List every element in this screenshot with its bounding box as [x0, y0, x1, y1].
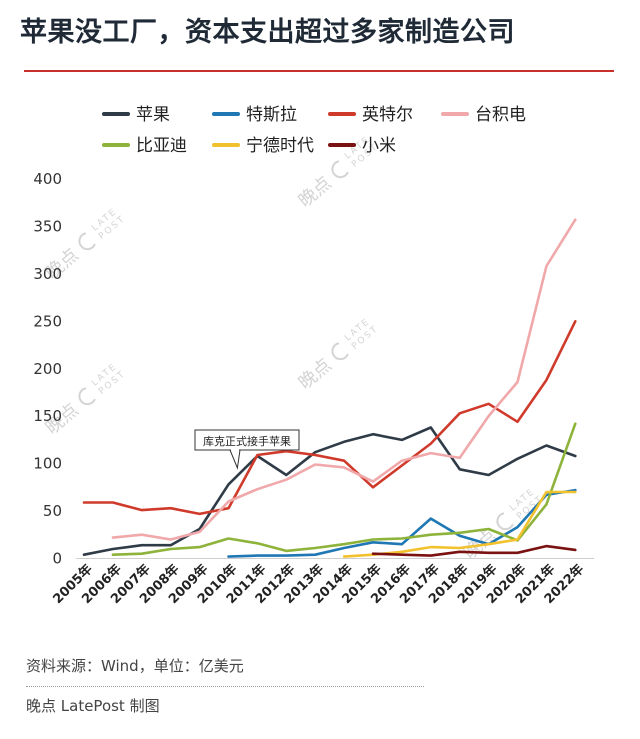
watermark-ring — [331, 160, 349, 179]
y-tick-label: 400 — [33, 170, 62, 188]
y-tick-label: 250 — [33, 312, 62, 330]
annotation-label: 库克正式接手苹果 — [203, 434, 291, 448]
y-tick-label: 150 — [33, 407, 62, 425]
legend-label: 宁德时代 — [246, 136, 314, 156]
watermark-ring — [78, 232, 96, 251]
series-line-比亚迪 — [111, 422, 577, 556]
y-tick-label: 0 — [52, 550, 62, 568]
y-tick-label: 100 — [33, 455, 62, 473]
legend-label: 比亚迪 — [136, 136, 187, 156]
line-chart: 晚点LATEPOST晚点LATEPOST晚点LATEPOST晚点LATEPOST… — [33, 105, 594, 607]
annotation-pointer — [229, 449, 241, 470]
series-line-小米 — [371, 544, 577, 557]
legend-label: 小米 — [362, 136, 396, 156]
series-line-特斯拉 — [227, 488, 577, 558]
y-tick-label: 350 — [33, 217, 62, 235]
legend-label: 特斯拉 — [246, 105, 297, 125]
watermark-brand: 晚点 — [295, 173, 336, 212]
watermark-ring — [331, 342, 349, 361]
legend-label: 苹果 — [136, 105, 170, 125]
series-line-台积电 — [111, 218, 577, 541]
source-note: 资料来源：Wind，单位：亿美元 — [26, 657, 244, 675]
y-tick-label: 300 — [33, 265, 62, 283]
legend-label: 台积电 — [475, 105, 526, 125]
watermark-brand: 晚点 — [295, 355, 336, 394]
y-tick-label: 200 — [33, 360, 62, 378]
y-tick-label: 50 — [43, 502, 62, 520]
annotation-box — [194, 429, 300, 451]
series-line-苹果 — [82, 426, 577, 556]
title-divider — [24, 70, 614, 72]
series-line-英特尔 — [82, 320, 577, 516]
footer-divider — [26, 686, 424, 687]
watermark-ring — [78, 387, 96, 406]
page-title: 苹果没工厂，资本支出超过多家制造公司 — [20, 17, 515, 48]
legend-label: 英特尔 — [362, 105, 413, 125]
watermark-ring — [496, 512, 514, 531]
credit-note: 晚点 LatePost 制图 — [26, 697, 160, 715]
